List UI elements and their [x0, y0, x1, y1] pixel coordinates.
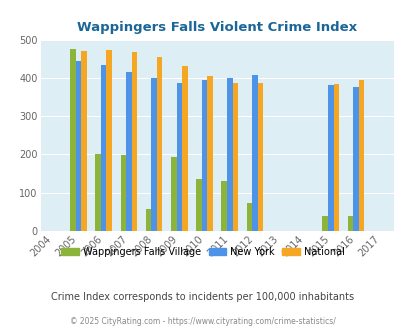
Bar: [95, 154, 101, 231]
Bar: [252, 75, 257, 231]
Bar: [226, 78, 232, 231]
Legend: Wappingers Falls Village, New York, National: Wappingers Falls Village, New York, Nati…: [57, 243, 348, 261]
Text: © 2025 CityRating.com - https://www.cityrating.com/crime-statistics/: © 2025 CityRating.com - https://www.city…: [70, 317, 335, 326]
Bar: [196, 179, 201, 231]
Bar: [156, 57, 162, 231]
Text: Crime Index corresponds to incidents per 100,000 inhabitants: Crime Index corresponds to incidents per…: [51, 292, 354, 302]
Bar: [176, 83, 182, 231]
Bar: [171, 157, 176, 231]
Bar: [145, 209, 151, 231]
Bar: [333, 84, 338, 231]
Bar: [182, 66, 187, 231]
Bar: [232, 83, 238, 231]
Bar: [347, 216, 352, 231]
Bar: [352, 87, 358, 231]
Bar: [101, 65, 106, 231]
Bar: [257, 83, 263, 231]
Bar: [131, 52, 137, 231]
Bar: [81, 51, 87, 231]
Bar: [207, 76, 212, 231]
Bar: [322, 216, 327, 231]
Bar: [126, 72, 131, 231]
Bar: [151, 78, 156, 231]
Bar: [75, 61, 81, 231]
Bar: [201, 80, 207, 231]
Bar: [106, 50, 112, 231]
Bar: [70, 49, 75, 231]
Bar: [246, 203, 252, 231]
Bar: [221, 181, 226, 231]
Bar: [120, 155, 126, 231]
Bar: [358, 80, 363, 231]
Title: Wappingers Falls Violent Crime Index: Wappingers Falls Violent Crime Index: [77, 21, 356, 34]
Bar: [327, 85, 333, 231]
